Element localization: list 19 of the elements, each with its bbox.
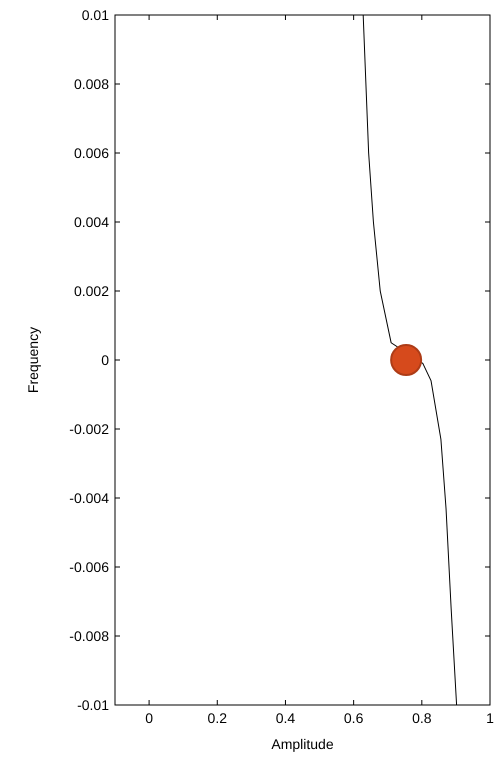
x-tick-label: 0.4: [276, 710, 296, 726]
y-axis-title: Frequency: [25, 326, 41, 394]
x-tick-label: 1: [486, 710, 494, 726]
x-axis-title: Amplitude: [271, 736, 334, 752]
x-tick-label: 0.6: [344, 710, 364, 726]
y-tick-label: 0.008: [74, 76, 110, 92]
y-tick-label: -0.008: [69, 628, 110, 644]
x-tick-label: 0.2: [208, 710, 228, 726]
y-tick-label: 0: [101, 352, 110, 368]
y-tick-label: -0.004: [69, 490, 110, 506]
x-tick-label: 0: [145, 710, 154, 726]
y-tick-label: -0.01: [77, 697, 110, 713]
x-tick-label: 0.8: [412, 710, 432, 726]
y-tick-label: 0.002: [74, 283, 110, 299]
y-tick-label: 0.006: [74, 145, 110, 161]
y-tick-label: -0.006: [69, 559, 110, 575]
y-tick-label: 0.01: [82, 7, 110, 23]
y-tick-label: -0.002: [69, 421, 110, 437]
y-tick-label: 0.004: [74, 214, 110, 230]
